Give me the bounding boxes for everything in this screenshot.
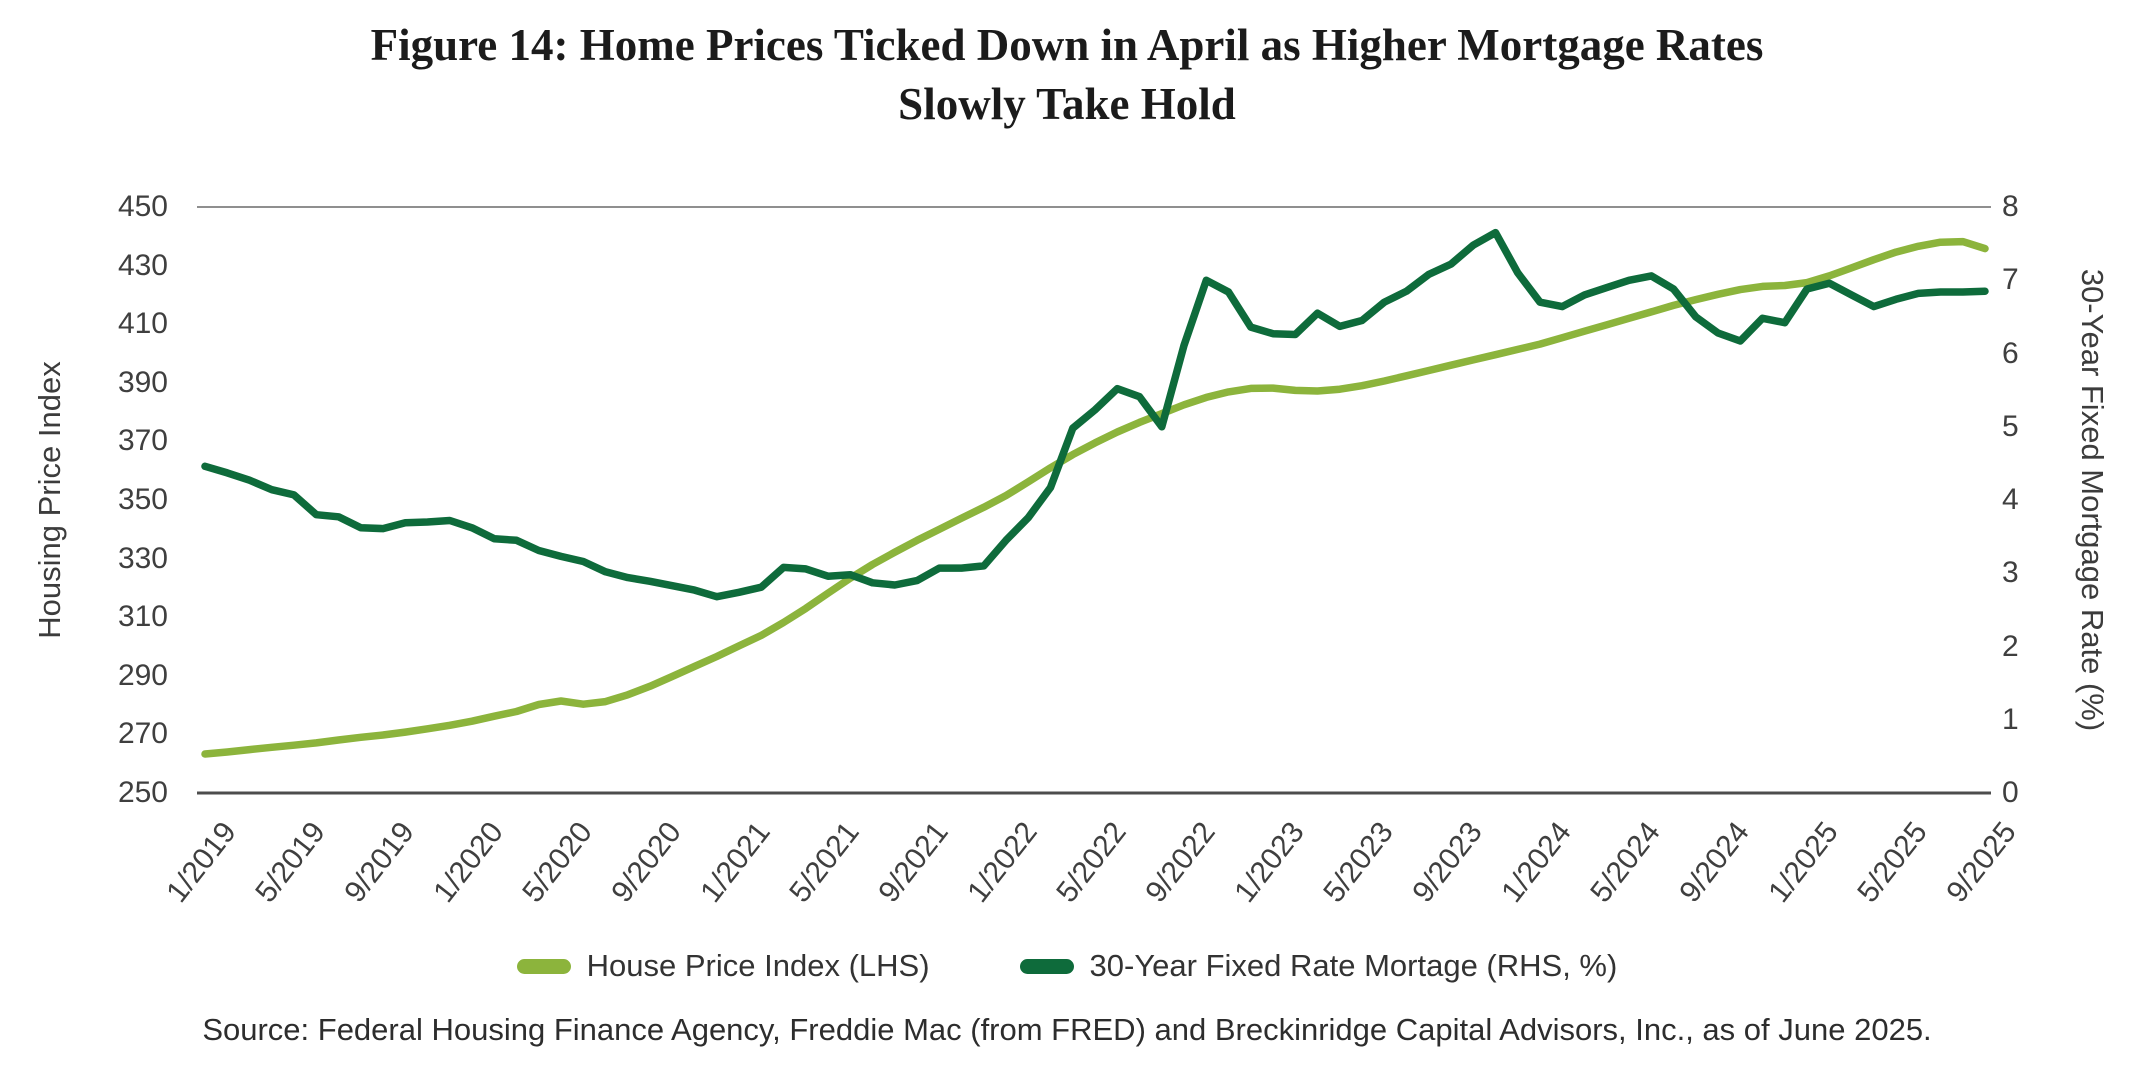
- left-axis-tick-label: 430: [117, 248, 168, 282]
- legend-swatch-mortgage: [1019, 958, 1074, 974]
- left-axis-tick-label: 390: [117, 365, 168, 399]
- left-axis-tick-label: 270: [117, 717, 168, 751]
- right-axis-tick-label: 1: [2002, 702, 2019, 736]
- hpi-line: [201, 237, 1989, 758]
- right-axis-tick-label: 0: [2002, 776, 2019, 809]
- figure-title: Figure 14: Home Prices Ticked Down in Ap…: [0, 16, 2134, 135]
- left-axis-tick-label: 410: [117, 307, 168, 341]
- right-axis-tick-label: 6: [2002, 336, 2019, 370]
- figure-title-line1: Figure 14: Home Prices Ticked Down in Ap…: [370, 20, 1764, 70]
- legend-label-mortgage: 30-Year Fixed Rate Mortage (RHS, %): [1089, 948, 1618, 983]
- mortgage-rate-line: [201, 228, 1989, 601]
- left-axis-tick-label: 290: [117, 658, 168, 692]
- left-axis-tick-label: 370: [117, 424, 168, 458]
- figure-title-line2: Slowly Take Hold: [898, 79, 1236, 130]
- left-axis-tick-label: 310: [117, 600, 168, 634]
- legend-label-hpi: House Price Index (LHS): [586, 948, 930, 983]
- legend-item-mortgage: 30-Year Fixed Rate Mortage (RHS, %): [1019, 948, 1618, 984]
- right-axis-tick-label: 8: [2002, 190, 2019, 223]
- source-note: Source: Federal Housing Finance Agency, …: [202, 1012, 1932, 1047]
- left-axis-tick-label: 350: [117, 483, 168, 516]
- right-axis-tick-label: 7: [2002, 263, 2019, 297]
- right-axis-tick-label: 4: [2002, 483, 2019, 516]
- right-axis-tick-label: 3: [2002, 556, 2019, 590]
- chart-legend: House Price Index (LHS) 30-Year Fixed Rat…: [0, 945, 2134, 987]
- legend-swatch-hpi: [516, 958, 571, 974]
- legend-item-hpi: House Price Index (LHS): [516, 948, 930, 984]
- right-axis-tick-label: 5: [2002, 409, 2019, 443]
- left-axis-tick-label: 330: [117, 541, 168, 575]
- left-axis-tick-label: 450: [117, 190, 168, 223]
- right-axis-tick-label: 2: [2002, 629, 2019, 663]
- left-axis-tick-label: 250: [117, 776, 168, 809]
